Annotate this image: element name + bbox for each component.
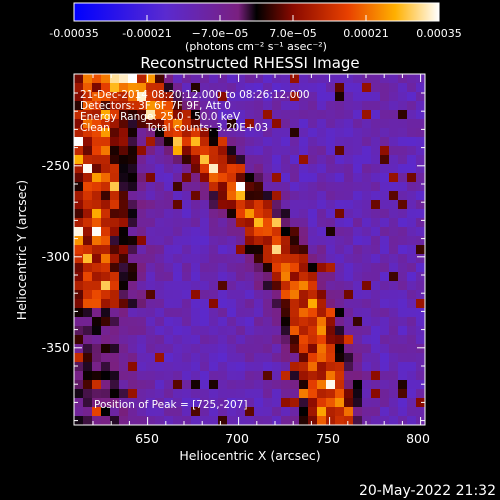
colorbar-tick-label: 7.0e−05 xyxy=(269,27,316,40)
x-tick-label: 750 xyxy=(316,431,340,446)
y-tick-label: -350 xyxy=(42,340,70,355)
colorbar-tick-labels: -0.00035 -0.00021 −7.0e−05 7.0e−05 0.00021 0.… xyxy=(49,27,461,40)
colorbar-tick-label: −7.0e−05 xyxy=(192,27,249,40)
colorbar xyxy=(73,2,440,22)
footer-timestamp: 20-May-2022 21:32 xyxy=(359,483,496,499)
y-tick-label: -300 xyxy=(42,249,70,264)
y-axis-tick-labels: -250 -300 -350 xyxy=(42,158,70,355)
info-peak-position: Position of Peak = [725,-207] xyxy=(94,399,248,411)
plot-frame xyxy=(73,73,426,426)
info-time-range: 21-Dec-2014 08:20:12.000 to 08:26:12.000 xyxy=(80,89,310,101)
info-energy-range: Energy Range: 25.0 - 50.0 keV xyxy=(80,111,241,123)
x-tick-label: 650 xyxy=(135,431,159,446)
info-detectors: Detectors: 3F 6F 7F 9F, Att 0 xyxy=(80,100,231,112)
x-tick-label: 800 xyxy=(406,431,430,446)
colorbar-ticks xyxy=(73,15,440,21)
x-axis-label: Heliocentric X (arcsec) xyxy=(179,448,320,463)
y-axis-label: Heliocentric Y (arcsec) xyxy=(14,180,29,320)
y-axis-ticks xyxy=(74,92,425,422)
plot-title: Reconstructed RHESSI Image xyxy=(140,54,359,72)
colorbar-tick-label: -0.00035 xyxy=(49,27,98,40)
y-tick-label: -250 xyxy=(42,158,70,173)
colorbar-tick-label: 0.00035 xyxy=(416,27,462,40)
info-algorithm: Clean xyxy=(80,122,110,134)
heatmap-pixels xyxy=(74,74,425,425)
x-tick-label: 700 xyxy=(225,431,249,446)
colorbar-tick-label: -0.00021 xyxy=(122,27,171,40)
x-axis-ticks xyxy=(92,74,422,425)
colorbar-units-label: (photons cm⁻² s⁻¹ asec⁻²) xyxy=(185,40,327,53)
info-total-counts: Total counts: 3.20E+03 xyxy=(145,122,268,134)
colorbar-tick-label: 0.00021 xyxy=(343,27,389,40)
x-axis-tick-labels: 650 700 750 800 xyxy=(135,431,430,446)
